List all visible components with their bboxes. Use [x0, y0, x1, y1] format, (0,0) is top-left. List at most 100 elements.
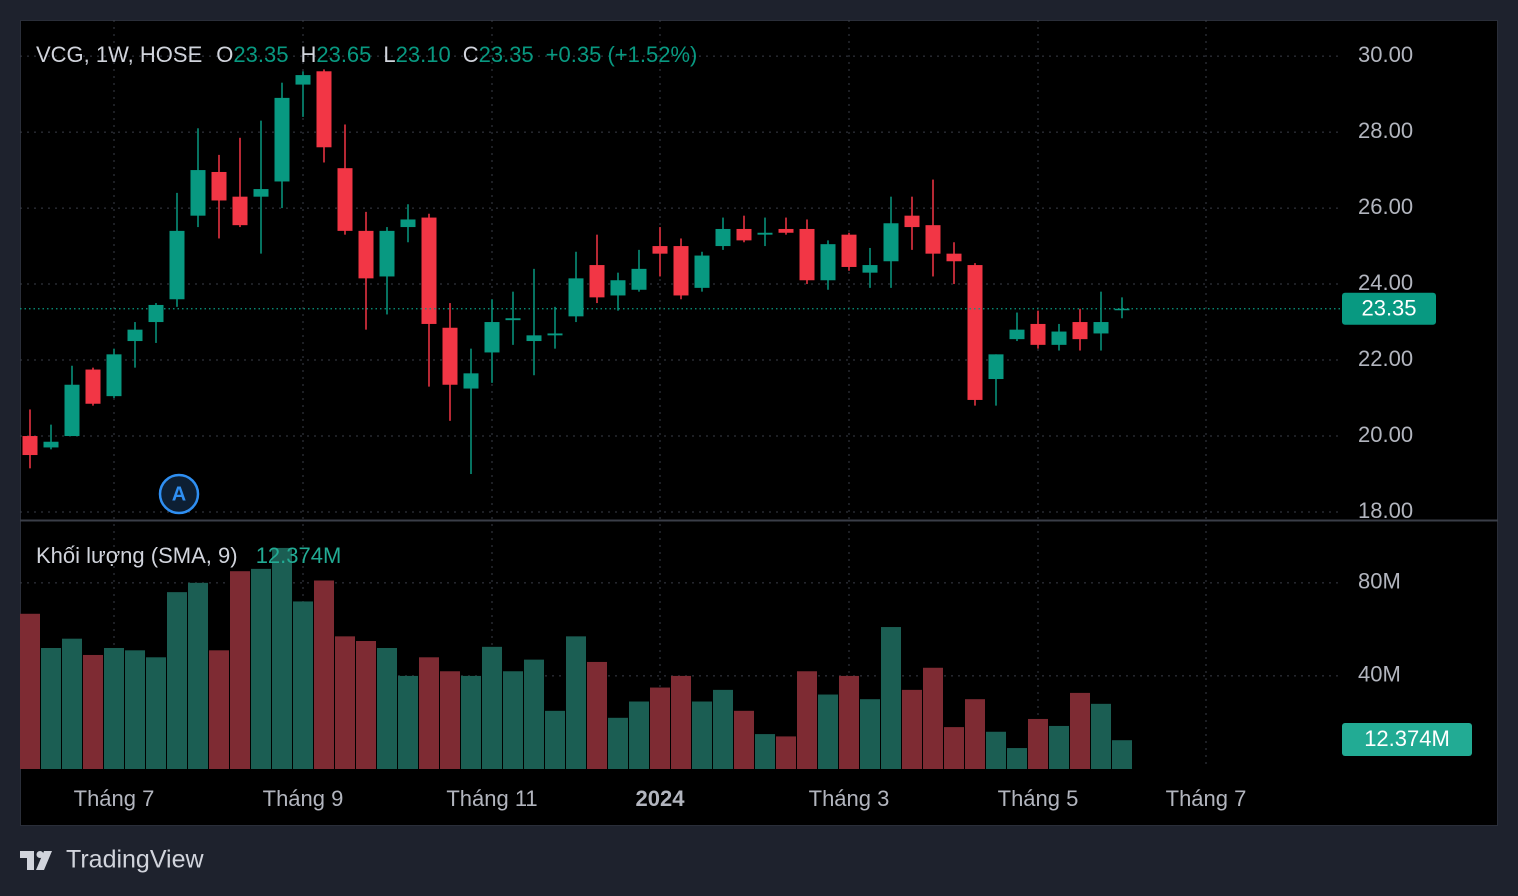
volume-bar — [251, 568, 271, 769]
volume-bar — [377, 647, 397, 769]
candle-body — [190, 170, 206, 216]
candle-body — [1030, 323, 1046, 345]
logo-shape — [20, 851, 34, 870]
volume-bar — [818, 694, 838, 769]
event-marker[interactable] — [158, 473, 200, 515]
candle-body — [484, 322, 500, 353]
volume-bar — [272, 547, 292, 769]
volume-bar — [209, 650, 229, 769]
x-tick-label: 2024 — [636, 786, 686, 811]
candle-body — [85, 369, 101, 404]
candle-body — [169, 230, 185, 300]
candle-body — [1114, 308, 1130, 311]
candle-body — [526, 335, 542, 342]
volume-bar — [629, 701, 649, 769]
candle-body — [463, 373, 479, 389]
candle-body — [274, 97, 290, 182]
volume-bar — [944, 727, 964, 769]
volume-bar — [650, 687, 670, 769]
x-tick-label: Tháng 7 — [1166, 786, 1247, 811]
volume-bar — [1049, 725, 1069, 769]
candle-body — [358, 230, 374, 279]
candle-body — [421, 217, 437, 324]
y-tick-label: 26.00 — [1358, 194, 1413, 219]
volume-bar — [83, 654, 103, 769]
volume-bar — [356, 641, 376, 769]
logo-shape — [36, 851, 44, 858]
volume-tick-label: 40M — [1358, 662, 1401, 687]
volume-bar — [692, 701, 712, 769]
volume-bar — [125, 650, 145, 769]
volume-bar — [1091, 703, 1111, 769]
candle-body — [295, 75, 311, 85]
symbol: VCG, 1W, HOSE — [36, 42, 202, 67]
candle-body — [988, 354, 1004, 380]
brand-name: TradingView — [66, 846, 205, 874]
volume-bar — [713, 689, 733, 769]
volume-bar — [965, 699, 985, 769]
y-tick-label: 18.00 — [1358, 498, 1413, 523]
ohlc-value: 23.10 — [396, 42, 451, 67]
volume-bar — [314, 580, 334, 769]
legend-header: VCG, 1W, HOSE O23.35 H23.65 L23.10 C23.35 +0.… — [36, 42, 697, 67]
last-volume-badge — [1342, 723, 1472, 756]
volume-bar — [335, 636, 355, 769]
volume-bar — [104, 647, 124, 769]
candle-body — [316, 71, 332, 148]
logo-shape — [36, 851, 52, 870]
volume-bar — [146, 657, 166, 769]
volume-bar — [398, 675, 418, 769]
candle-body — [379, 230, 395, 277]
x-tick-label: Tháng 3 — [809, 786, 890, 811]
x-tick-label: Tháng 9 — [263, 786, 344, 811]
last-volume-label: 12.374M — [1364, 726, 1450, 751]
brand-logo: TradingView — [20, 846, 205, 874]
volume-bar — [482, 646, 502, 769]
candle-body — [736, 228, 752, 241]
candle-body — [883, 223, 899, 262]
x-tick-label: Tháng 7 — [74, 786, 155, 811]
y-tick-label: 20.00 — [1358, 422, 1413, 447]
candle-body — [400, 219, 416, 228]
y-tick-label: 22.00 — [1358, 346, 1413, 371]
event-marker-label[interactable]: A — [172, 483, 186, 505]
candle-body — [820, 244, 836, 281]
volume-legend: Khối lượng (SMA, 9) 12.374M — [36, 543, 341, 568]
candle-body — [337, 168, 353, 231]
candle-body — [1009, 329, 1025, 340]
volume-bar — [167, 592, 187, 769]
candle-body — [442, 327, 458, 385]
volume-bar — [1028, 718, 1048, 769]
volume-bar — [881, 627, 901, 769]
volume-tick-label: 80M — [1358, 569, 1401, 594]
candle-body — [862, 265, 878, 273]
candle-body — [127, 329, 143, 342]
volume-bar — [902, 689, 922, 769]
volume-bar — [755, 734, 775, 769]
volume-bar — [587, 661, 607, 769]
candle-body — [106, 354, 122, 397]
ohlc-key: L — [383, 42, 395, 67]
volume-bar — [839, 675, 859, 769]
volume-bar — [230, 571, 250, 769]
candle-body — [967, 265, 983, 400]
candle-body — [148, 304, 164, 323]
volume-bar — [524, 659, 544, 769]
volume-bar — [545, 710, 565, 769]
candle-body — [64, 384, 80, 437]
volume-bar — [419, 657, 439, 769]
candle-body — [715, 228, 731, 247]
volume-bar — [503, 671, 523, 769]
ohlc-value: 23.65 — [316, 42, 371, 67]
candle-body — [1051, 331, 1067, 345]
candle-body — [232, 196, 248, 226]
volume-bar — [20, 613, 40, 769]
candle-body — [43, 441, 59, 448]
candle-body — [253, 189, 269, 197]
volume-bar — [734, 710, 754, 769]
volume-bar — [1112, 740, 1132, 769]
volume-value: 12.374M — [256, 543, 342, 568]
ohlc-key: O — [216, 42, 233, 67]
volume-bar — [566, 636, 586, 769]
